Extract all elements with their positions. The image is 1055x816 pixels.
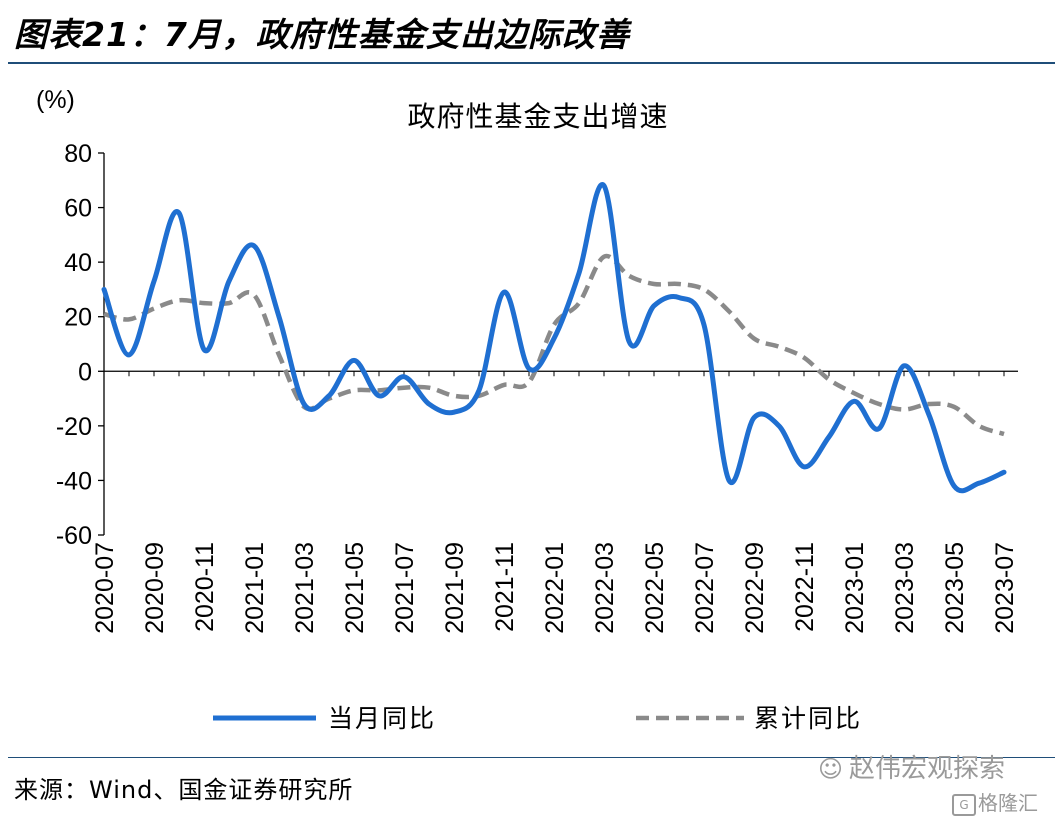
y-tick-label: 60 <box>64 195 92 223</box>
y-tick-label: 40 <box>64 249 92 277</box>
y-tick-label: 80 <box>64 140 92 168</box>
x-tick-label: 2023-05 <box>941 542 969 634</box>
x-tick-label: 2022-01 <box>541 542 569 634</box>
footer-divider <box>8 757 1055 758</box>
legend-label: 累计同比 <box>754 704 862 733</box>
x-tick-label: 2021-01 <box>241 542 269 634</box>
x-tick-label: 2021-09 <box>441 542 469 634</box>
series-layer <box>101 182 1007 494</box>
chart-title: 政府性基金支出增速 <box>407 100 668 133</box>
y-axis-label: (%) <box>36 86 75 114</box>
legend-item-cumulative-yoy: 累计同比 <box>636 704 862 733</box>
watermark-brand-text: 格隆汇 <box>978 791 1038 815</box>
x-tick-label: 2022-09 <box>741 542 769 634</box>
x-tick-label: 2020-07 <box>91 542 119 634</box>
x-tick-label: 2021-03 <box>291 542 319 634</box>
y-tick-label: -20 <box>56 413 92 441</box>
wechat-icon: ☺ <box>818 755 844 783</box>
watermark-brand: G 格隆汇 <box>952 787 1038 816</box>
title-divider <box>8 62 1055 64</box>
watermark: ☺ 赵伟宏观探索 <box>818 748 1005 785</box>
x-tick-label: 2022-11 <box>791 542 819 632</box>
legend: 当月同比 累计同比 <box>213 704 862 733</box>
series-line-monthly-yoy <box>101 182 1007 494</box>
axes: -60 -40 -20 0 20 40 60 80 2020-07 2020-09 2020-11 2… <box>56 140 1019 634</box>
legend-item-monthly-yoy: 当月同比 <box>213 704 436 733</box>
source-note: 来源：Wind、国金证券研究所 <box>14 776 354 804</box>
y-tick-label: -40 <box>56 467 92 495</box>
x-tick-label: 2021-07 <box>391 542 419 634</box>
gelonghui-logo-icon: G <box>952 793 976 816</box>
x-tick-label: 2023-01 <box>841 542 869 634</box>
x-tick-label: 2021-11 <box>491 542 519 632</box>
y-tick-label: -60 <box>56 522 92 550</box>
x-tick-label: 2022-03 <box>591 542 619 634</box>
x-tick-label: 2020-09 <box>141 542 169 634</box>
x-tick-label: 2023-07 <box>991 542 1019 634</box>
series-line-cumulative-yoy <box>103 253 1005 437</box>
x-tick-label: 2022-05 <box>641 542 669 634</box>
x-tick-label: 2022-07 <box>691 542 719 634</box>
y-tick-label: 20 <box>64 304 92 332</box>
watermark-text: 赵伟宏观探索 <box>849 754 1006 784</box>
figure-title: 图表21：7月，政府性基金支出边际改善 <box>14 15 630 54</box>
x-tick-label: 2020-11 <box>191 542 219 632</box>
y-tick-label: 0 <box>78 358 92 386</box>
x-tick-label: 2023-03 <box>891 542 919 634</box>
legend-label: 当月同比 <box>328 704 436 733</box>
x-tick-label: 2021-05 <box>341 542 369 634</box>
